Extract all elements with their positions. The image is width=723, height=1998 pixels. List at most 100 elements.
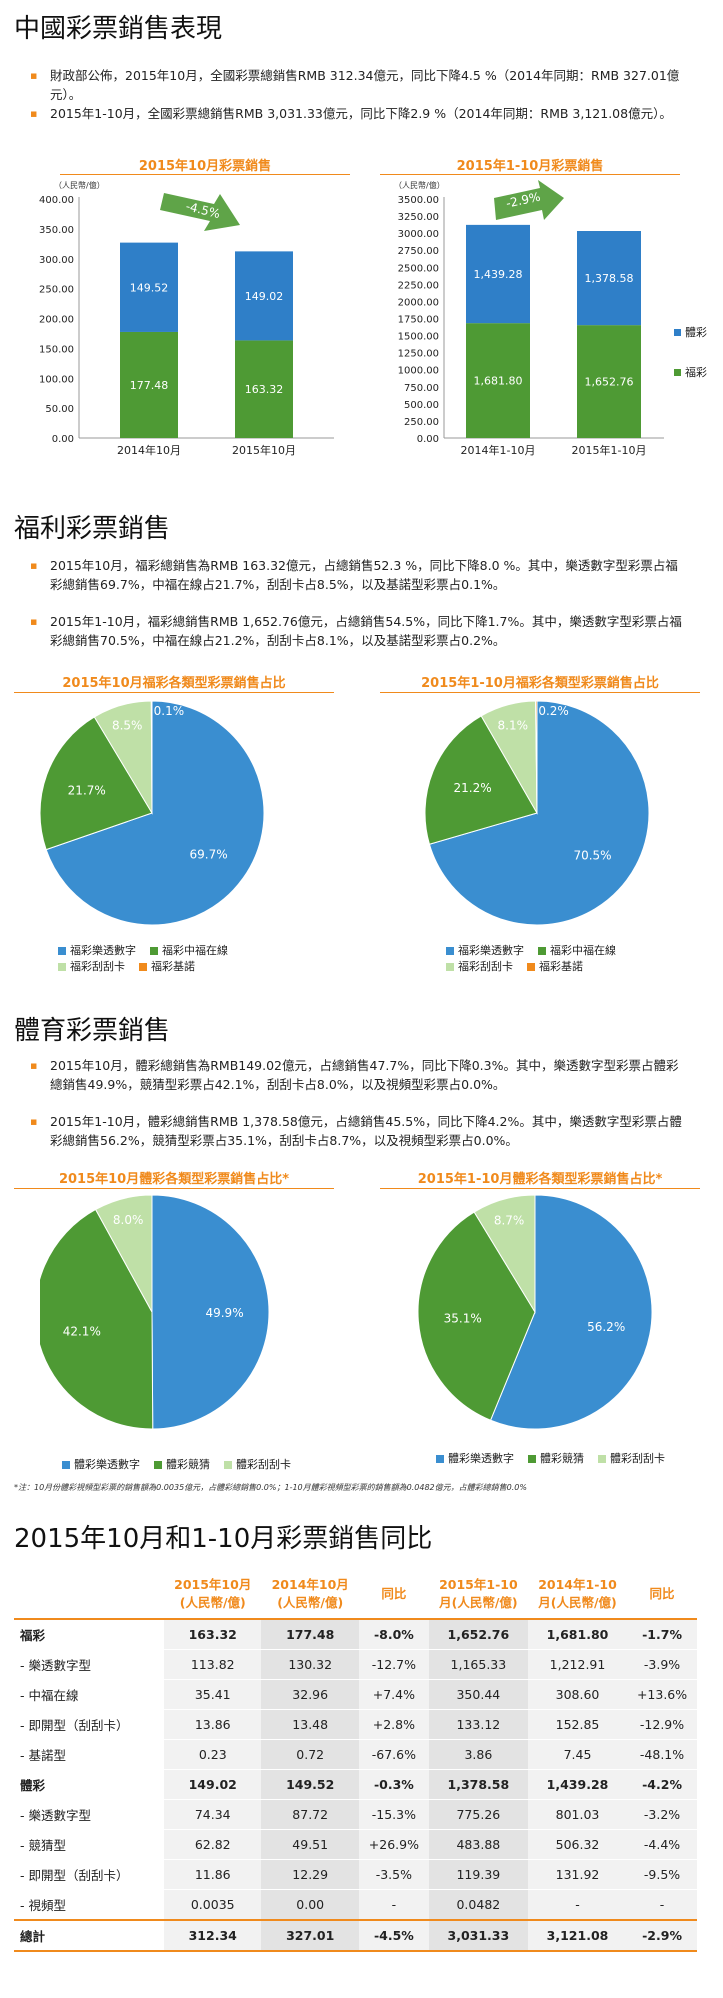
table-cell: 0.00 <box>261 1889 359 1921</box>
table-cell: -2.9% <box>627 1919 697 1952</box>
pie-value-label: 42.1% <box>63 1324 101 1338</box>
table-header-cell: 2014年10月 (人民幣/億) <box>271 1577 349 1610</box>
y-tick-label: 3250.00 <box>398 212 439 223</box>
chart-title-underline <box>14 692 334 693</box>
legend-swatch <box>446 947 454 955</box>
x-tick-label: 2015年10月 <box>232 443 296 457</box>
table-cell: 133.12 <box>428 1709 528 1740</box>
table-cell: -4.4% <box>627 1829 697 1860</box>
y-tick-label: 150.00 <box>39 344 74 355</box>
table-cell: 149.52 <box>261 1769 359 1800</box>
bar-value-label: 149.02 <box>245 290 284 303</box>
table-cell: +2.8% <box>358 1709 429 1740</box>
table-cell: -67.6% <box>358 1739 429 1770</box>
pie-value-label: 49.9% <box>205 1306 243 1320</box>
table-row: - 樂透數字型 113.82 130.32 -12.7% 1,165.33 1,212.9… <box>14 1649 697 1680</box>
legend-item: 體彩樂透數字 <box>436 1450 514 1466</box>
legend-label: 福彩 <box>685 365 707 379</box>
legend-label: 體彩競猜 <box>166 1458 210 1471</box>
legend-swatch <box>58 947 66 955</box>
table-cell: 163.32 <box>164 1618 262 1650</box>
legend-swatch <box>62 1461 70 1469</box>
table-cell: -12.9% <box>627 1709 697 1740</box>
pie-legend: 福彩樂透數字 福彩中福在線 福彩刮刮卡 福彩基諾 <box>446 942 696 974</box>
table-header-cell: 2014年1-10 月(人民幣/億) <box>538 1577 617 1610</box>
pie-chart-sports-oct: 49.9% 42.1% 8.0% <box>40 1195 270 1430</box>
table-cell: 113.82 <box>164 1649 262 1680</box>
pie-slice <box>428 700 650 926</box>
legend-label: 福彩中福在線 <box>162 944 228 957</box>
table-cell: 35.41 <box>164 1679 262 1710</box>
legend-swatch <box>150 947 158 955</box>
table-cell: 體彩 <box>14 1769 164 1800</box>
table-cell: 福彩 <box>14 1618 164 1650</box>
table-cell: 12.29 <box>261 1859 359 1890</box>
y-tick-label: 300.00 <box>39 255 74 266</box>
legend-label: 體彩競猜 <box>540 1452 584 1465</box>
table-cell: 1,378.58 <box>428 1769 528 1800</box>
table-header-row: 2015年10月 (人民幣/億) 2014年10月 (人民幣/億) 同比 2015年1-1… <box>14 1570 697 1619</box>
table-cell: +7.4% <box>358 1679 429 1710</box>
pie-chart-sports-ytd: 56.2% 35.1% 8.7% <box>417 1195 653 1430</box>
table-cell: 0.72 <box>261 1739 359 1770</box>
table-cell: 3,031.33 <box>428 1919 528 1952</box>
table-cell: 11.86 <box>164 1859 262 1890</box>
legend-label: 福彩基諾 <box>151 960 195 973</box>
bar-value-label: 1,652.76 <box>585 376 634 389</box>
table-cell: 483.88 <box>428 1829 528 1860</box>
table-cell: 49.51 <box>261 1829 359 1860</box>
bar-segment <box>466 323 530 438</box>
pie-legend: 福彩樂透數字 福彩中福在線 福彩刮刮卡 福彩基諾 <box>58 942 308 974</box>
pie-legend: 體彩樂透數字 體彩競猜 體彩刮刮卡 <box>62 1456 352 1472</box>
table-cell: - <box>627 1889 697 1921</box>
table-cell: 1,212.91 <box>527 1649 628 1680</box>
table-cell: -4.5% <box>358 1919 429 1952</box>
pie-slice <box>40 716 153 851</box>
legend-label: 福彩刮刮卡 <box>458 960 513 973</box>
legend-item: 福彩基諾 <box>527 958 583 974</box>
legend-swatch <box>674 329 681 336</box>
table-cell: -15.3% <box>358 1799 429 1830</box>
table-cell: 506.32 <box>527 1829 628 1860</box>
pie-value-label: 8.0% <box>113 1213 143 1227</box>
table-cell: - <box>527 1889 628 1921</box>
pie-slice <box>151 1195 270 1430</box>
table-cell: - 視頻型 <box>14 1889 164 1921</box>
pie-slice <box>45 700 265 926</box>
table-row: - 基諾型 0.23 0.72 -67.6% 3.86 7.45 -48.1% <box>14 1739 697 1770</box>
table-row: - 視頻型 0.0035 0.00-0.0482- - <box>14 1889 697 1921</box>
table-cell: - 樂透數字型 <box>14 1799 164 1830</box>
y-tick-label: 200.00 <box>39 315 74 326</box>
y-tick-label: 750.00 <box>404 383 439 394</box>
legend-swatch <box>674 369 681 376</box>
y-tick-label: 250.00 <box>39 285 74 296</box>
pie-slice <box>40 1208 154 1430</box>
table-cell: 13.86 <box>164 1709 262 1740</box>
table-cell: 3,121.08 <box>527 1919 628 1952</box>
y-tick-label: 3500.00 <box>398 195 439 206</box>
comparison-table: 2015年10月 (人民幣/億) 2014年10月 (人民幣/億) 同比 2015年1-1… <box>14 1570 697 1952</box>
y-tick-label: 3000.00 <box>398 229 439 240</box>
table-cell: -1.7% <box>627 1618 697 1650</box>
legend-item: 福彩樂透數字 <box>58 942 136 958</box>
bar-segment <box>235 340 293 438</box>
legend-swatch <box>446 963 454 971</box>
table-cell: 0.23 <box>164 1739 262 1770</box>
table-row: 體彩 149.02 149.52 -0.3% 1,378.58 1,439.28 -4.2% <box>14 1769 697 1800</box>
table-cell: - 中福在線 <box>14 1679 164 1710</box>
pie-value-label: 8.1% <box>498 718 528 732</box>
y-tick-label: 2750.00 <box>398 246 439 257</box>
table-cell: 312.34 <box>164 1919 262 1952</box>
y-tick-label: 500.00 <box>404 400 439 411</box>
pie-value-label: 8.5% <box>112 719 142 733</box>
legend-item: 福彩基諾 <box>139 958 195 974</box>
table-cell: -9.5% <box>627 1859 697 1890</box>
table-cell: 119.39 <box>428 1859 528 1890</box>
x-tick-label: 2014年10月 <box>117 443 181 457</box>
legend-swatch <box>598 1455 606 1463</box>
table-cell: 130.32 <box>261 1649 359 1680</box>
legend-swatch <box>528 1455 536 1463</box>
x-tick-label: 2015年1-10月 <box>572 443 647 457</box>
bar-value-label: 163.32 <box>245 383 284 396</box>
chart-title: 2015年1-10月福彩各類型彩票銷售占比 <box>421 676 659 691</box>
